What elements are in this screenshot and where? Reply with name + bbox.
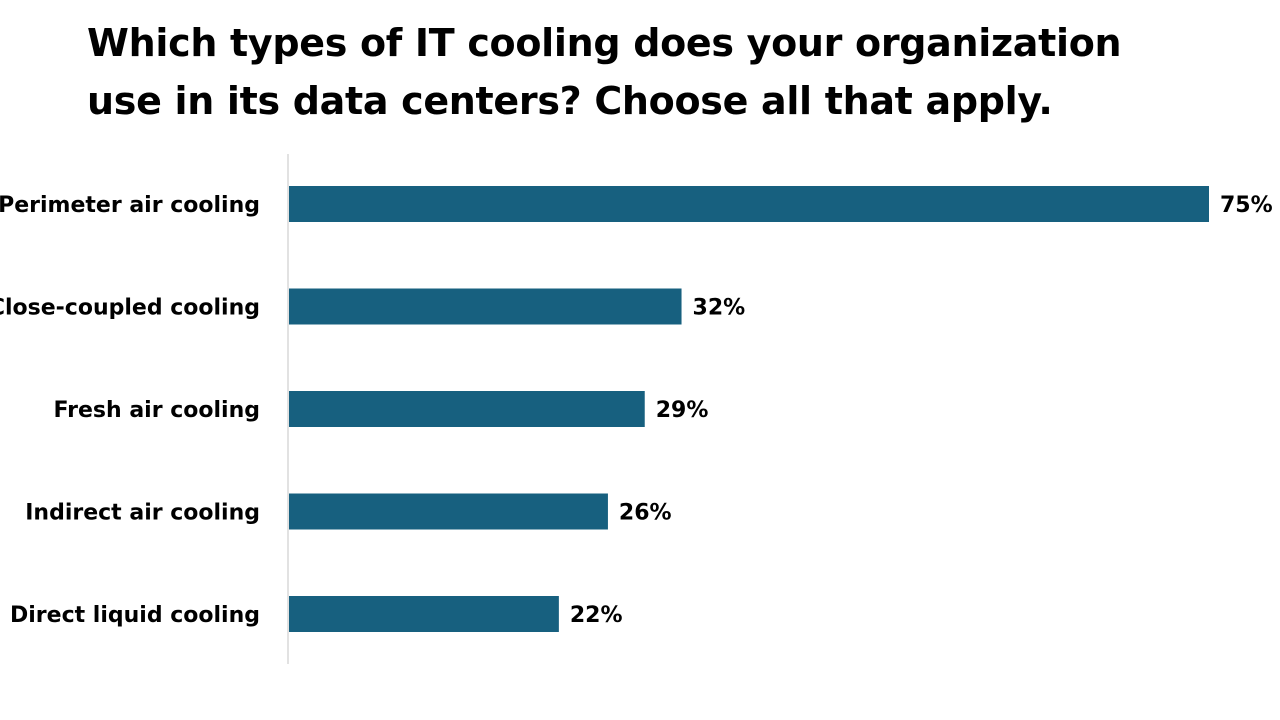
bar-perimeter-air-cooling (289, 186, 1209, 222)
category-labels-group: Perimeter air cooling Close-coupled cooli… (0, 193, 260, 628)
value-label: 26% (619, 501, 672, 526)
category-label: Direct liquid cooling (10, 603, 260, 628)
bar-fresh-air-cooling (289, 391, 645, 427)
category-label: Close-coupled cooling (0, 296, 260, 321)
category-label: Perimeter air cooling (0, 193, 260, 218)
value-labels-group: 75% 32% 29% 26% 22% (570, 193, 1273, 628)
bars-group (289, 186, 1209, 632)
value-label: 29% (656, 398, 709, 423)
value-label: 22% (570, 603, 623, 628)
category-label: Fresh air cooling (54, 398, 260, 423)
value-label: 32% (693, 296, 746, 321)
value-label: 75% (1220, 193, 1273, 218)
chart-title: Which types of IT cooling does your orga… (87, 21, 1122, 123)
bar-close-coupled-cooling (289, 288, 682, 325)
bar-direct-liquid-cooling (289, 596, 559, 632)
bar-indirect-air-cooling (289, 493, 608, 530)
category-label: Indirect air cooling (25, 501, 260, 526)
